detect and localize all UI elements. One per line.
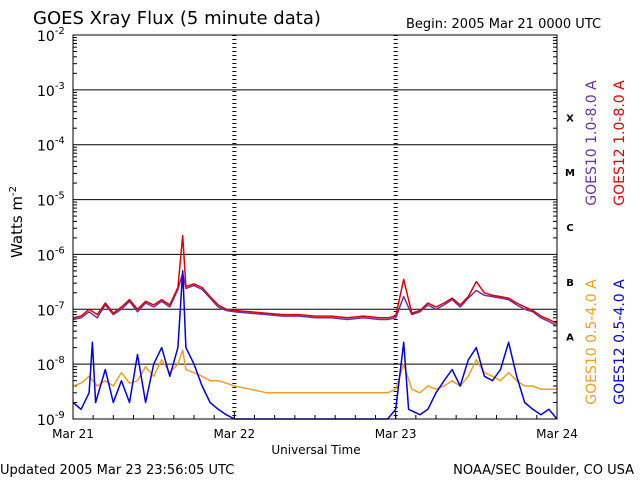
series-lines [72, 234, 558, 420]
y-tick-exponent: -9 [55, 410, 65, 421]
legend-entry: GOES12 0.5-4.0 A [612, 279, 628, 405]
legend: GOES10 1.0-8.0 A GOES12 1.0-8.0 A GOES10 0… [584, 80, 628, 405]
flare-class-label: X [566, 113, 574, 124]
y-tick-exponent: -7 [55, 300, 65, 311]
y-tick-label: 10-4 [37, 136, 65, 155]
gridlines [73, 35, 557, 419]
y-tick-label: 10-7 [37, 300, 65, 319]
y-tick-exponent: -4 [55, 136, 65, 147]
y-tick-base: 10 [37, 303, 55, 319]
y-tick-base: 10 [37, 139, 55, 155]
flare-class-label: M [565, 168, 575, 179]
y-axis-label-sup: -2 [8, 186, 19, 196]
y-axis-label-text: Watts m [8, 196, 26, 258]
x-tick-label: Mar 21 [52, 427, 94, 441]
x-tick-label: Mar 23 [375, 427, 417, 441]
legend-entry: GOES10 1.0-8.0 A [584, 80, 600, 206]
series-line [72, 272, 558, 327]
y-tick-base: 10 [37, 194, 55, 210]
chart-title: GOES Xray Flux (5 minute data) [33, 8, 321, 29]
y-tick-label: 10-5 [37, 191, 65, 210]
y-tick-exponent: -5 [55, 191, 65, 202]
y-tick-base: 10 [37, 358, 55, 374]
y-tick-exponent: -3 [55, 81, 65, 92]
y-tick-base: 10 [37, 413, 55, 429]
y-tick-exponent: -8 [55, 355, 65, 366]
flare-class-labels: X M C B A [565, 113, 575, 343]
x-tick-labels: Mar 21 Mar 22 Mar 23 Mar 24 [52, 411, 578, 441]
y-tick-label: 10-3 [37, 81, 65, 100]
y-tick-labels: 10-910-810-710-610-510-410-310-2 [37, 26, 557, 429]
y-tick-label: 10-2 [37, 26, 65, 45]
credit-label: NOAA/SEC Boulder, CO USA [453, 463, 634, 478]
series-line [72, 349, 557, 394]
y-tick-exponent: -2 [55, 26, 65, 37]
y-tick-label: 10-6 [37, 245, 65, 264]
y-tick-exponent: -6 [55, 245, 65, 256]
updated-timestamp: Updated 2005 Mar 23 23:56:05 UTC [0, 463, 234, 478]
x-tick-label: Mar 22 [213, 427, 255, 441]
flare-class-label: A [566, 333, 574, 344]
series-line [72, 234, 558, 325]
begin-label: Begin: 2005 Mar 21 0000 UTC [406, 17, 601, 32]
y-axis-label: Watts m-2 [8, 186, 26, 258]
x-tick-label: Mar 24 [536, 427, 578, 441]
y-tick-base: 10 [37, 29, 55, 45]
y-tick-base: 10 [37, 84, 55, 100]
y-tick-label: 10-8 [37, 355, 65, 374]
flare-class-label: B [566, 278, 574, 289]
x-axis-label: Universal Time [271, 443, 360, 457]
y-tick-base: 10 [37, 248, 55, 264]
y-tick-label: 10-9 [37, 410, 65, 429]
flare-class-label: C [566, 223, 573, 234]
legend-entry: GOES12 1.0-8.0 A [612, 80, 628, 206]
plot-frame [72, 34, 558, 420]
y-axis-label-group: Watts m-2 [8, 186, 26, 258]
legend-entry: GOES10 0.5-4.0 A [584, 279, 600, 405]
